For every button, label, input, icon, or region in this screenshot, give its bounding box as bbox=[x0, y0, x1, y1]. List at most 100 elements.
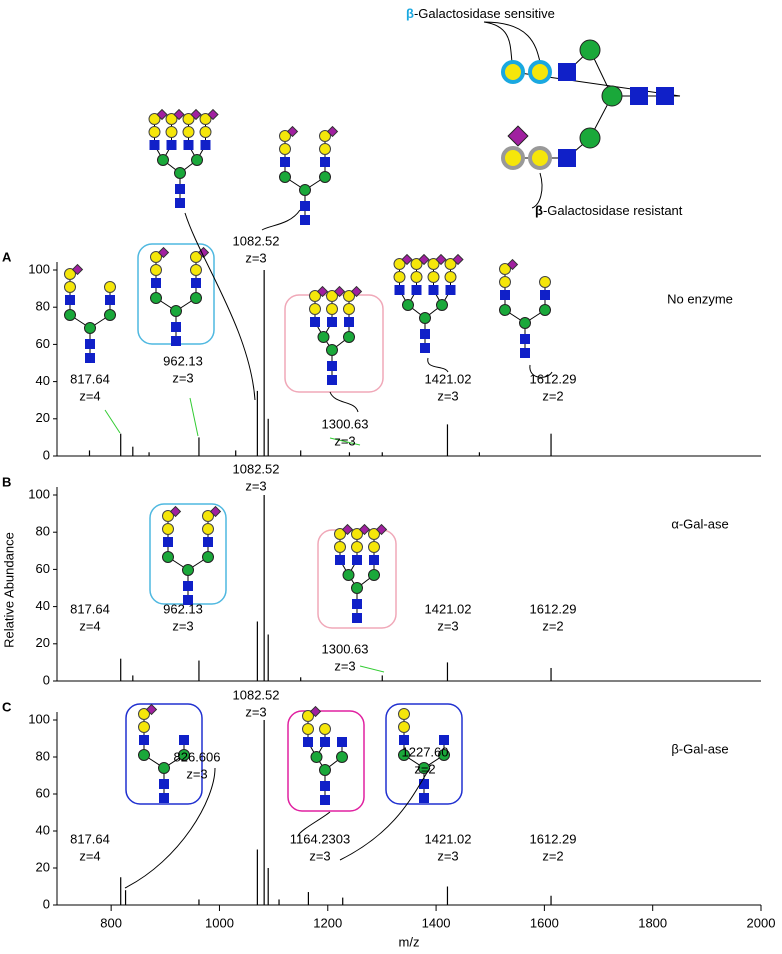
galactose bbox=[162, 510, 174, 522]
peak-charge: z=3 bbox=[437, 388, 458, 403]
galactose bbox=[398, 708, 410, 720]
galactose bbox=[319, 143, 331, 155]
galactose bbox=[138, 721, 150, 733]
peak-label: 826.606 bbox=[174, 749, 221, 764]
galactose bbox=[410, 258, 423, 270]
galactose bbox=[182, 113, 195, 125]
leader-line bbox=[261, 209, 301, 231]
galactose bbox=[528, 60, 552, 84]
mannose bbox=[162, 551, 174, 563]
peak-label: 1300.63 bbox=[322, 416, 369, 431]
mannose bbox=[104, 309, 116, 321]
galactose bbox=[148, 126, 161, 138]
glcnac bbox=[203, 537, 213, 547]
sialic-acid bbox=[418, 253, 430, 266]
glycan bbox=[138, 703, 190, 803]
y-tick-label: 60 bbox=[36, 785, 50, 800]
galactose bbox=[64, 281, 76, 293]
legend-beta: β bbox=[406, 6, 414, 21]
galactose bbox=[410, 271, 423, 283]
peak-label: 1421.02 bbox=[425, 831, 472, 846]
glcnac bbox=[310, 317, 320, 327]
galactose bbox=[528, 146, 552, 170]
sialic-acid bbox=[350, 285, 363, 298]
glycan bbox=[393, 253, 464, 353]
galactose bbox=[162, 523, 174, 535]
leader-line bbox=[329, 437, 361, 446]
legend-diagram: β-Galactosidase sensitive β-Galactosidas… bbox=[406, 6, 683, 218]
mannose bbox=[170, 305, 182, 317]
mannose bbox=[402, 299, 414, 311]
panel-title: No enzyme bbox=[667, 291, 733, 306]
galactose bbox=[150, 264, 162, 276]
galactose bbox=[150, 251, 162, 263]
galactose bbox=[427, 258, 440, 270]
leader-line bbox=[189, 397, 199, 437]
galactose bbox=[202, 523, 214, 535]
leader-line bbox=[531, 172, 543, 209]
glcnac bbox=[419, 779, 429, 789]
galactose bbox=[309, 303, 321, 315]
sialic-acid bbox=[507, 125, 529, 147]
galactose bbox=[279, 130, 291, 142]
sialic-acid bbox=[209, 505, 222, 518]
panel-title: β-Gal-ase bbox=[671, 741, 728, 756]
leader-line bbox=[483, 21, 541, 63]
glcnac bbox=[327, 317, 337, 327]
peak-label: 1421.02 bbox=[425, 601, 472, 616]
glcnac bbox=[420, 329, 430, 339]
glcnac bbox=[171, 322, 181, 332]
glycan bbox=[334, 523, 388, 623]
galactose bbox=[190, 264, 202, 276]
panel-letter: B bbox=[2, 474, 11, 489]
peak-label: 817.64 bbox=[70, 831, 110, 846]
galactose bbox=[398, 721, 410, 733]
galactose bbox=[393, 258, 406, 270]
mannose bbox=[419, 312, 431, 324]
peak-label: 1300.63 bbox=[322, 641, 369, 656]
glcnac bbox=[85, 339, 95, 349]
sialic-acid bbox=[309, 705, 322, 718]
glcnac bbox=[520, 334, 530, 344]
peak-charge: z=3 bbox=[309, 848, 330, 863]
peak-label: 962.13 bbox=[163, 353, 203, 368]
mannose bbox=[158, 762, 170, 774]
glcnac bbox=[191, 278, 201, 288]
glycan bbox=[499, 258, 551, 358]
peak-label: 1612.29 bbox=[530, 371, 577, 386]
mannose bbox=[174, 167, 186, 179]
x-tick-label: 800 bbox=[100, 915, 122, 930]
peak-charge: z=2 bbox=[542, 618, 563, 633]
sialic-acid bbox=[173, 108, 185, 121]
galactose bbox=[199, 126, 212, 138]
glcnac bbox=[175, 198, 185, 208]
mannose bbox=[519, 317, 531, 329]
glcnac bbox=[175, 184, 185, 194]
highlight-box bbox=[125, 703, 203, 805]
sialic-acid bbox=[375, 523, 388, 536]
x-tick-label: 1200 bbox=[313, 915, 342, 930]
glcnac bbox=[171, 336, 181, 346]
peak-label: 1082.52 bbox=[233, 461, 280, 476]
galactose bbox=[368, 541, 380, 553]
galactose bbox=[190, 251, 202, 263]
y-tick-label: 60 bbox=[36, 336, 50, 351]
y-tick-label: 100 bbox=[28, 261, 50, 276]
peak-label: 1227.60 bbox=[402, 744, 449, 759]
glcnac bbox=[411, 285, 422, 295]
glcnac bbox=[420, 343, 430, 353]
galactose bbox=[165, 126, 178, 138]
mannose bbox=[299, 184, 311, 196]
y-tick-label: 80 bbox=[36, 299, 50, 314]
sialic-acid bbox=[71, 263, 84, 276]
leader-line bbox=[427, 357, 449, 373]
glycan bbox=[148, 108, 219, 208]
mannose bbox=[138, 749, 150, 761]
y-tick-label: 40 bbox=[36, 598, 50, 613]
glcnac bbox=[105, 295, 115, 305]
galactose bbox=[64, 268, 76, 280]
panel-letter: A bbox=[2, 249, 12, 264]
y-tick-label: 20 bbox=[36, 859, 50, 874]
glcnac bbox=[320, 737, 330, 747]
